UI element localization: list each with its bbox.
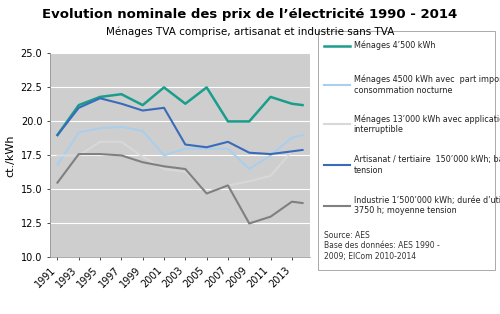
Text: Ménages 13’000 kWh avec application
interruptible: Ménages 13’000 kWh avec application inte… — [354, 114, 500, 134]
Text: Industrie 1’500’000 kWh; durée d’utilisation
3750 h; moyenne tension: Industrie 1’500’000 kWh; durée d’utilisa… — [354, 196, 500, 215]
Text: Artisanat / tertiaire  150’000 kWh; basse
tension: Artisanat / tertiaire 150’000 kWh; basse… — [354, 155, 500, 175]
Text: Ménages 4’500 kWh: Ménages 4’500 kWh — [354, 41, 435, 50]
Text: Ménages TVA comprise, artisanat et industrie sans TVA: Ménages TVA comprise, artisanat et indus… — [106, 27, 394, 37]
Y-axis label: ct./kWh: ct./kWh — [5, 134, 15, 177]
Text: Evolution nominale des prix de l’électricité 1990 - 2014: Evolution nominale des prix de l’électri… — [42, 8, 458, 21]
Text: Source: AES
Base des données: AES 1990 -
2009; ElCom 2010-2014: Source: AES Base des données: AES 1990 -… — [324, 231, 440, 261]
Text: Ménages 4500 kWh avec  part importante de
consommation nocturne: Ménages 4500 kWh avec part importante de… — [354, 75, 500, 95]
